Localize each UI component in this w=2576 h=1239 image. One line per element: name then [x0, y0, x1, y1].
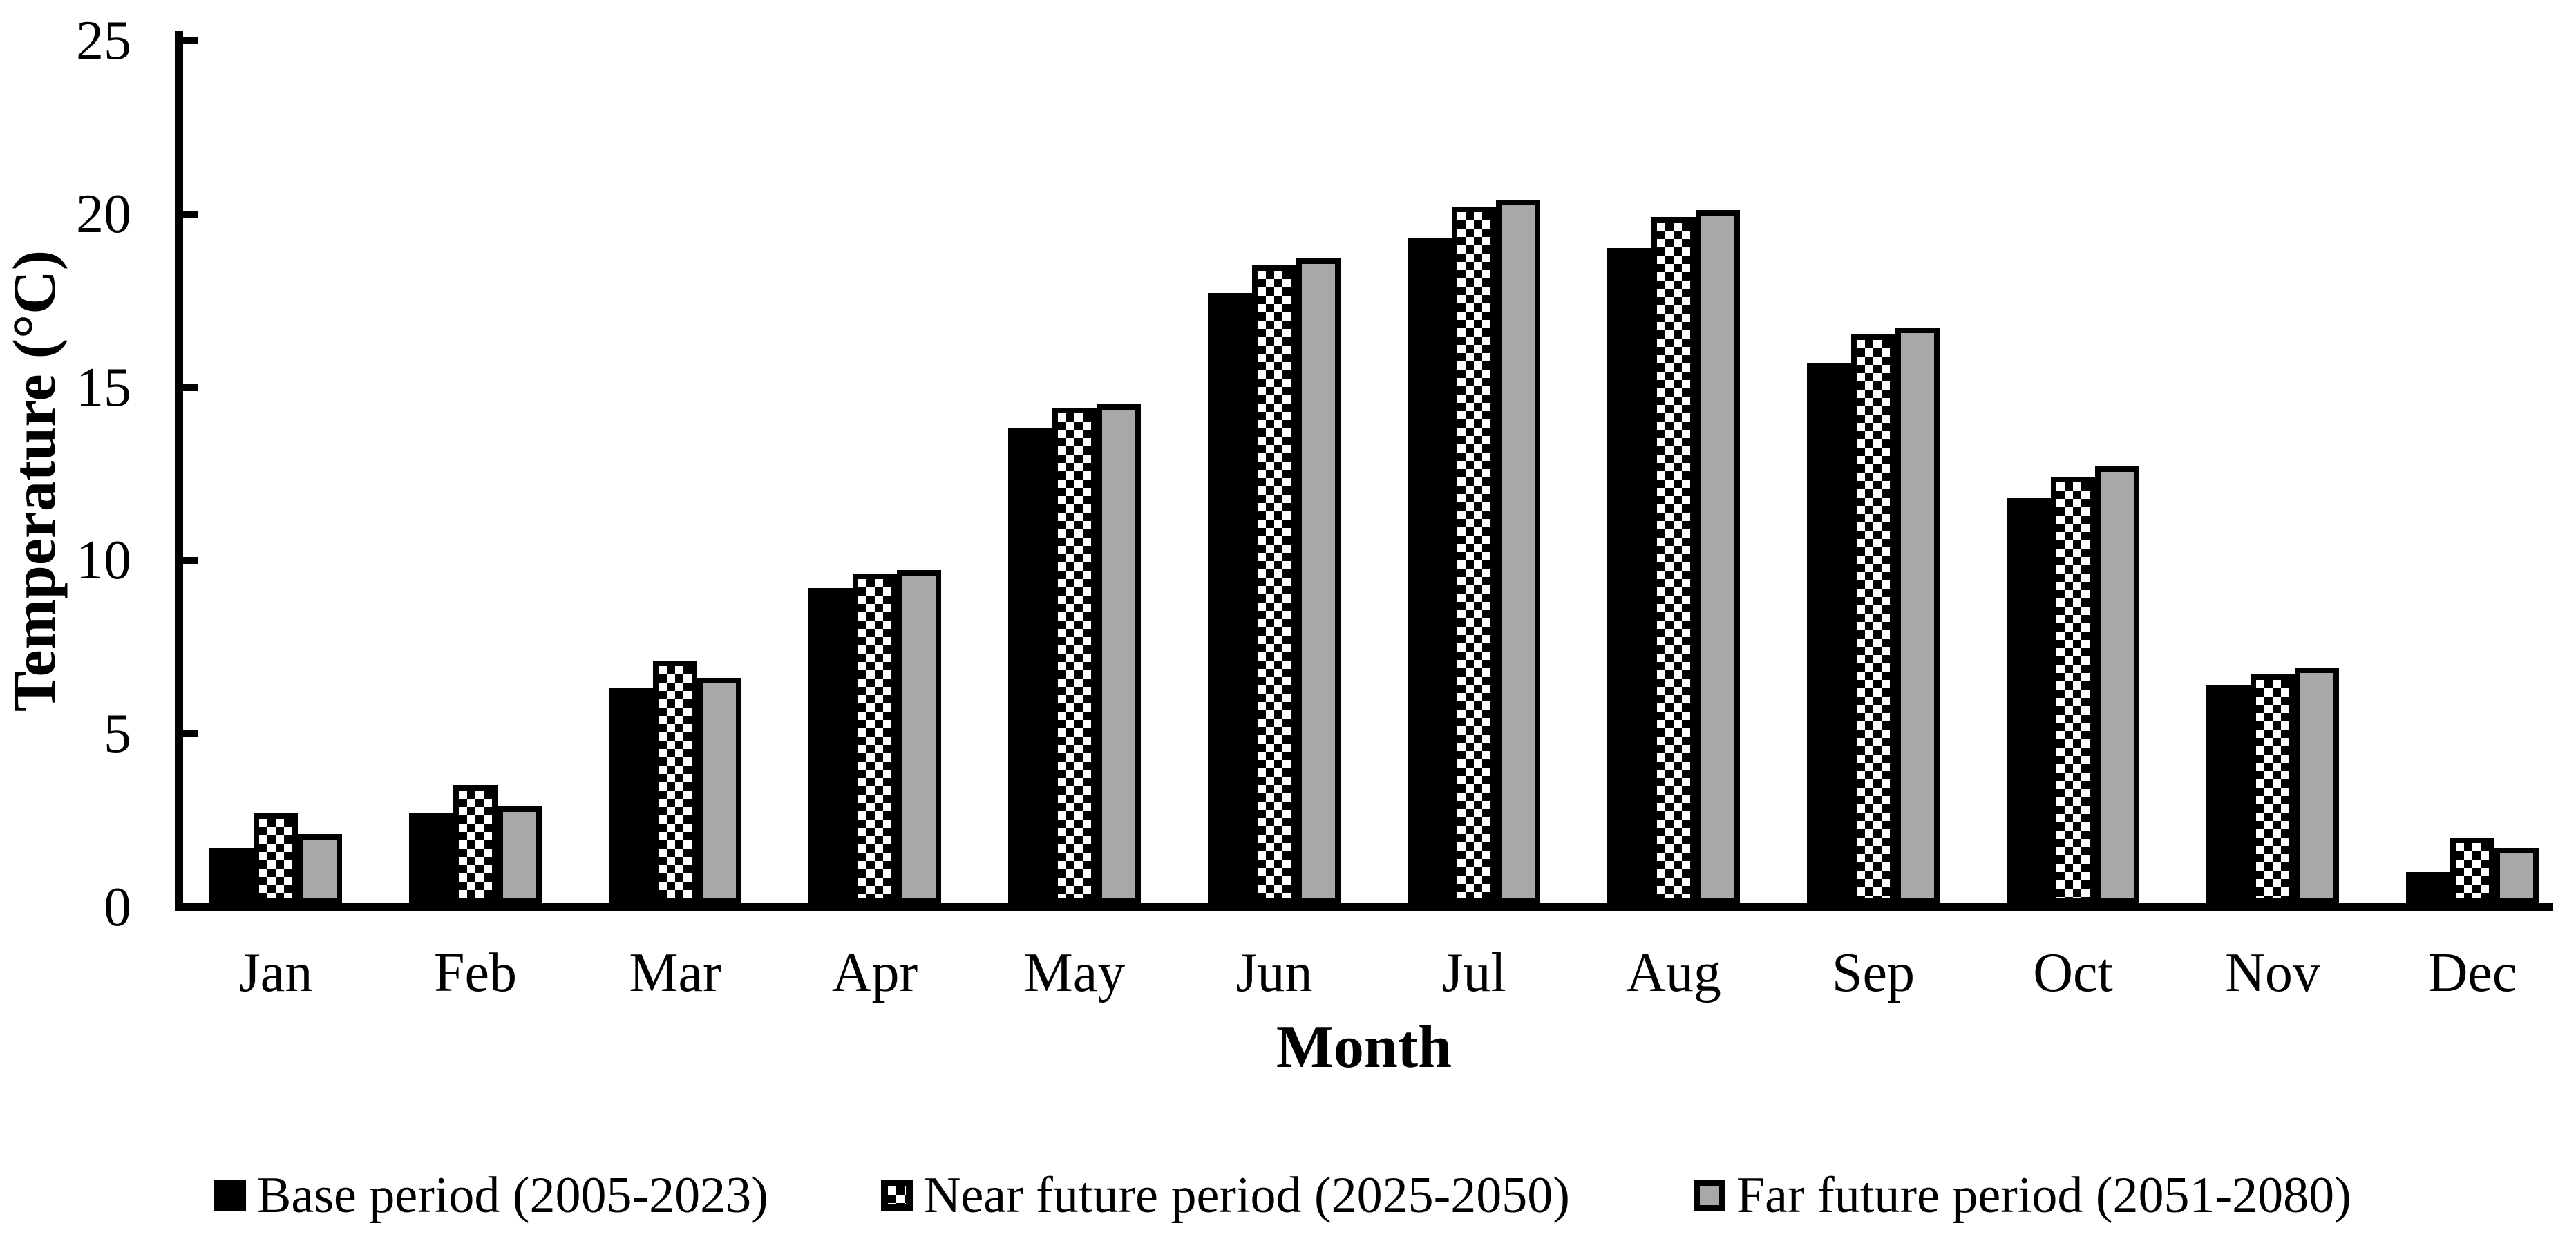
bar-apr-series1 [853, 574, 897, 903]
bar-mar-series0 [609, 688, 653, 903]
legend-item-far-future: Far future period (2051-2080) [1694, 1170, 2351, 1221]
x-tick-label: Apr [831, 943, 918, 1003]
y-tick-label: 10 [76, 530, 131, 592]
bar-aug-series2 [1696, 210, 1740, 903]
bar-oct-series1 [2051, 477, 2095, 903]
bar-aug-series1 [1651, 217, 1696, 903]
bar-oct-series0 [2007, 498, 2051, 903]
bar-jan-series2 [298, 834, 342, 903]
bar-sep-series0 [1807, 363, 1851, 903]
y-tick-label: 15 [76, 357, 131, 418]
x-axis-line [175, 903, 2553, 911]
y-tick-mark [183, 557, 198, 565]
y-tick-label: 5 [104, 703, 131, 765]
x-tick-label: Sep [1832, 943, 1915, 1003]
x-tick-label: Nov [2225, 943, 2320, 1003]
legend-item-base-period: Base period (2005-2023) [214, 1170, 768, 1221]
bar-may-series0 [1008, 428, 1052, 903]
bar-mar-series2 [697, 678, 741, 903]
x-tick-label: Jan [238, 943, 313, 1003]
legend-item-near-future: Near future period (2025-2050) [881, 1170, 1570, 1221]
x-tick-label: Mar [629, 943, 721, 1003]
legend-label: Near future period (2025-2050) [924, 1167, 1570, 1224]
x-tick-label: Feb [434, 943, 517, 1003]
y-axis-line [175, 31, 183, 911]
x-axis-title: Month [1276, 1014, 1452, 1081]
legend-marker-checkered-icon [881, 1180, 913, 1211]
bar-nov-series2 [2295, 668, 2339, 903]
bar-jul-series0 [1408, 238, 1452, 903]
bar-feb-series1 [453, 785, 498, 903]
y-tick-label: 0 [104, 877, 131, 938]
bar-jan-series1 [254, 813, 298, 903]
legend-label: Far future period (2051-2080) [1736, 1167, 2351, 1224]
bar-feb-series0 [409, 813, 453, 903]
bar-feb-series2 [498, 806, 542, 903]
bar-oct-series2 [2095, 466, 2139, 903]
bar-dec-series1 [2450, 838, 2494, 903]
x-tick-label: Aug [1626, 943, 1721, 1003]
bar-mar-series1 [653, 661, 697, 903]
bar-nov-series1 [2251, 674, 2295, 903]
bar-jun-series0 [1208, 293, 1252, 903]
y-tick-mark [183, 37, 198, 44]
bar-jul-series2 [1496, 200, 1540, 903]
y-tick-mark [183, 210, 198, 218]
y-tick-mark [183, 730, 198, 738]
bar-jun-series2 [1296, 258, 1341, 903]
y-tick-mark [183, 384, 198, 391]
bar-may-series1 [1052, 408, 1097, 903]
bar-jul-series1 [1452, 207, 1496, 903]
bar-sep-series2 [1895, 328, 1940, 903]
bar-dec-series2 [2494, 848, 2539, 903]
bar-apr-series0 [808, 588, 853, 903]
legend-marker-black-icon [214, 1180, 246, 1211]
bar-nov-series0 [2206, 685, 2251, 903]
bar-dec-series0 [2406, 872, 2450, 903]
bar-aug-series0 [1607, 248, 1651, 903]
x-tick-label: May [1023, 943, 1126, 1003]
bar-apr-series2 [897, 570, 941, 903]
x-tick-label: Oct [2033, 943, 2113, 1003]
x-tick-label: Jun [1235, 943, 1313, 1003]
bar-may-series2 [1097, 404, 1141, 903]
bar-jan-series0 [209, 848, 254, 903]
bar-jun-series1 [1252, 265, 1296, 903]
x-tick-label: Dec [2427, 943, 2517, 1003]
x-tick-label: Jul [1441, 943, 1506, 1003]
y-tick-label: 25 [76, 10, 131, 71]
y-tick-label: 20 [76, 183, 131, 245]
legend-label: Base period (2005-2023) [257, 1167, 768, 1224]
bar-sep-series1 [1851, 334, 1895, 903]
legend-marker-gray-icon [1694, 1180, 1725, 1211]
y-axis-title: Temperature (°C) [1, 249, 68, 712]
